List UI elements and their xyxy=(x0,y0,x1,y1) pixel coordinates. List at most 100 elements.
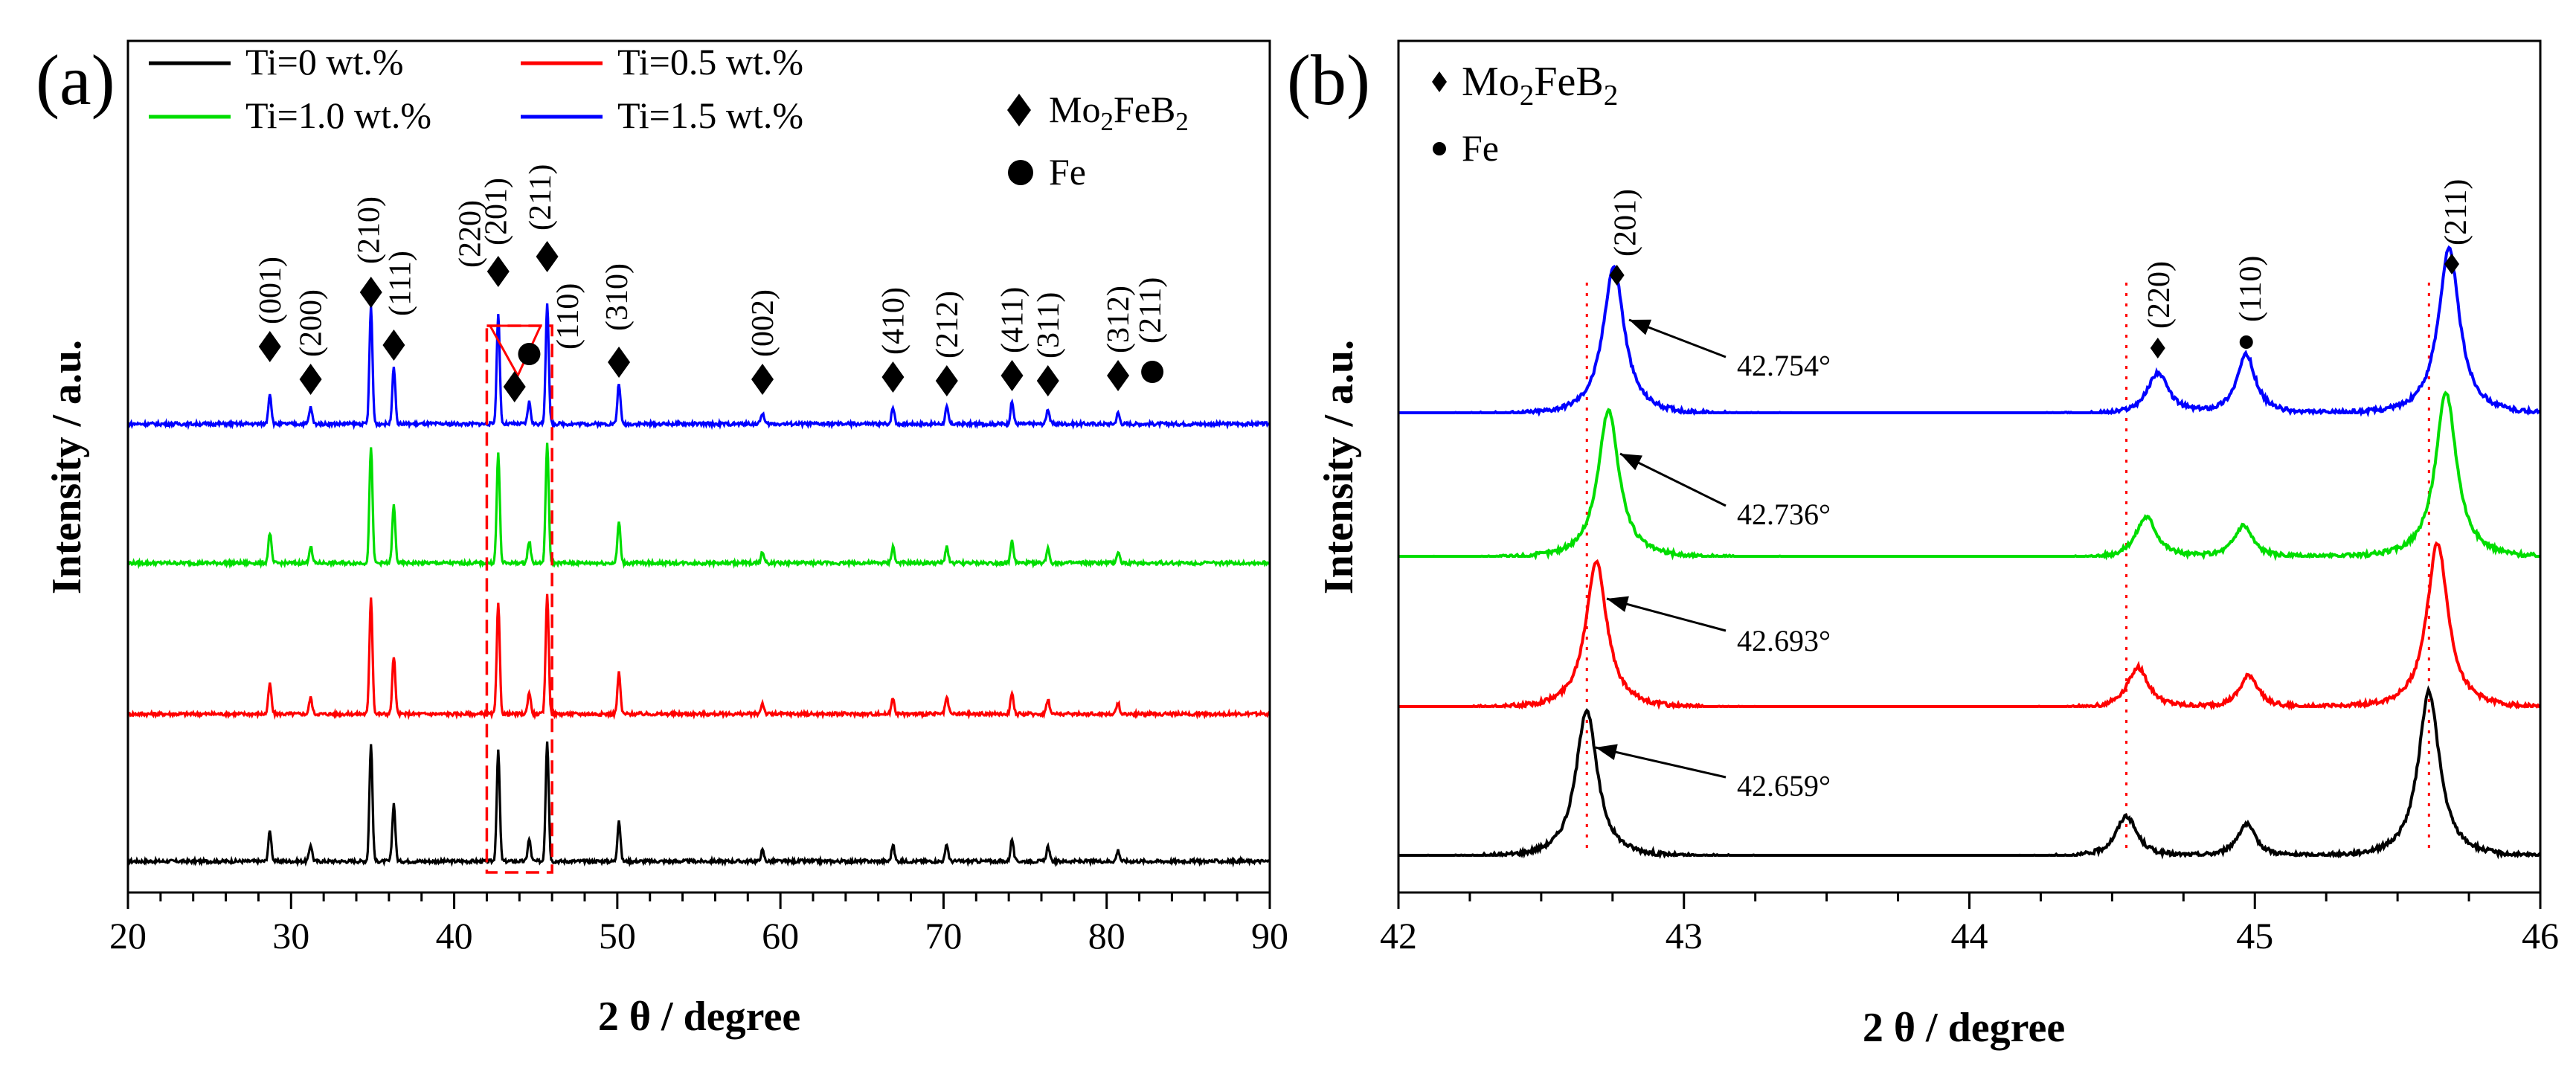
panel-b-mo2feb2-marker-0 xyxy=(1609,265,1625,286)
panel-a-mo2feb2-marker-10 xyxy=(881,361,905,393)
panel-a-phase-legend: Mo2FeB2 Fe xyxy=(1007,89,1189,193)
panel-b-x-ticks: 42 43 44 45 46 xyxy=(1380,892,2559,956)
panel-b-tick-label: 45 xyxy=(2236,915,2273,956)
panel-a-fe-marker-6 xyxy=(518,343,541,365)
panel-a-tick-label: 40 xyxy=(436,915,473,956)
panel-a-tick-label: 80 xyxy=(1088,915,1125,956)
panel-a-tick-label: 70 xyxy=(925,915,962,956)
panel-a-reflections: (001) (200) (210)(111) (220)(201) (110) (211)… xyxy=(254,164,1168,402)
panel-a-mo2feb2-marker-0 xyxy=(258,331,281,362)
panel-a-tick-label: 90 xyxy=(1251,915,1288,956)
panel-b-hkl-label-1: (220) xyxy=(2142,261,2177,329)
panel-a-legend-label-3: Ti=1.5 wt.% xyxy=(617,94,803,136)
panel-b-tick-label: 46 xyxy=(2522,915,2559,956)
panel-a-legend: Ti=0 wt.% Ti=0.5 wt.% Ti=1.0 wt.% Ti=1.5 wt… xyxy=(149,41,803,136)
panel-a-x-ticks: 20 30 40 50 60 70 80 90 xyxy=(109,892,1288,956)
panel-b-trace-3 xyxy=(1398,245,2542,418)
panel-b-phase-circle xyxy=(1433,142,1446,155)
panel-b-phase-label-fe: Fe xyxy=(1462,127,1499,169)
panel-a: (a) (001) (200)(210)(111)(220)(201)(110)(… xyxy=(36,39,1288,1040)
panel-a-mo2feb2-marker-3 xyxy=(382,329,405,361)
panel-a-phase-label-fe: Fe xyxy=(1049,151,1086,193)
panel-a-hkl-label-9: (002) xyxy=(746,289,780,357)
panel-b-annotation-label-2: 42.693° xyxy=(1737,624,1831,657)
panel-a-hkl-label-15: (211) xyxy=(1134,277,1168,344)
panel-b-tick-label: 43 xyxy=(1666,915,1703,956)
panel-a-phase-diamond xyxy=(1007,94,1031,126)
panel-b-hkl-label-0: (201) xyxy=(1609,189,1643,257)
panel-b-annotation-label-1: 42.736° xyxy=(1737,498,1831,531)
panel-a-legend-label-1: Ti=0.5 wt.% xyxy=(617,41,803,83)
panel-b-traces xyxy=(1398,245,2542,860)
panel-a-trace-0 xyxy=(127,742,1271,868)
panel-a-hkl-label-6: (110) xyxy=(551,283,585,350)
panel-a-mo2feb2-marker-12 xyxy=(1000,360,1024,391)
panel-a-mo2feb2-marker-1 xyxy=(299,364,322,395)
panel-a-mo2feb2-marker-2 xyxy=(359,277,382,308)
panel-b-mo2feb2-marker-3 xyxy=(2444,254,2460,274)
panel-a-legend-label-2: Ti=1.0 wt.% xyxy=(245,94,431,136)
panel-b-reflections: (201) (220) (110) (211) xyxy=(1609,179,2473,358)
panel-a-phase-circle xyxy=(1008,160,1033,185)
panel-b-hkl-label-3: (211) xyxy=(2439,179,2473,245)
panel-a-hkl-label-11: (212) xyxy=(931,291,965,358)
panel-a-hkl-label-7: (211) xyxy=(524,164,558,231)
panel-b-reference-lines xyxy=(1585,283,2430,855)
panel-b-trace-1 xyxy=(1398,541,2540,711)
panel-a-plot-frame xyxy=(126,39,1271,894)
panel-a-tick-label: 50 xyxy=(599,915,636,956)
panel-a-x-axis-label: 2 θ / degree xyxy=(598,994,800,1040)
panel-a-mo2feb2-marker-7 xyxy=(536,241,559,272)
panel-b: (b) (201)(220) (110)(211) 42.754°42.736°4… xyxy=(1287,39,2559,1051)
panel-a-mo2feb2-marker-5 xyxy=(486,256,510,287)
panel-a-mo2feb2-marker-11 xyxy=(935,365,958,396)
panel-b-phase-legend: Mo2FeB2 Fe xyxy=(1432,59,1618,169)
panel-b-annotation-arrowhead-1 xyxy=(1620,454,1642,471)
panel-a-traces xyxy=(126,303,1271,868)
panel-b-trace-2 xyxy=(1398,390,2540,562)
panel-a-phase-label-mo2feb2: Mo2FeB2 xyxy=(1049,89,1189,136)
panel-b-hkl-label-2: (110) xyxy=(2234,256,2268,322)
panel-a-fe-marker-15 xyxy=(1141,361,1164,383)
panel-b-annotation-arrow-3 xyxy=(1595,746,1727,779)
panel-a-tick-label: 20 xyxy=(109,915,147,956)
panel-a-hkl-label-4: (220) xyxy=(454,200,488,268)
panel-a-hkl-label-12: (411) xyxy=(996,287,1030,353)
panel-a-hkl-label-0: (001) xyxy=(254,257,288,324)
panel-a-mo2feb2-marker-14 xyxy=(1107,360,1130,391)
panel-b-annotation-arrowhead-3 xyxy=(1596,744,1618,760)
panel-a-trace-3 xyxy=(127,303,1271,431)
panel-a-legend-label-0: Ti=0 wt.% xyxy=(245,41,404,83)
panel-b-tag: (b) xyxy=(1287,40,1370,120)
panel-a-trace-2 xyxy=(126,443,1271,570)
panel-a-hkl-label-5: (201) xyxy=(480,178,514,245)
panel-a-y-axis-label: Intensity / a.u. xyxy=(44,340,90,594)
panel-a-hkl-label-8: (310) xyxy=(600,263,635,331)
panel-a-mo2feb2-marker-4 xyxy=(503,371,526,402)
panel-b-x-axis-label: 2 θ / degree xyxy=(1863,1005,2065,1051)
panel-a-mo2feb2-marker-13 xyxy=(1036,365,1059,396)
panel-a-hkl-label-1: (200) xyxy=(295,289,329,357)
panel-a-hkl-label-14: (312) xyxy=(1102,286,1136,353)
panel-b-plot-frame xyxy=(1397,39,2542,894)
panel-b-trace-0 xyxy=(1398,685,2542,860)
panel-b-tick-label: 42 xyxy=(1380,915,1417,956)
panel-b-fe-marker-2 xyxy=(2239,335,2253,349)
panel-a-tick-label: 60 xyxy=(762,915,799,956)
panel-b-phase-diamond xyxy=(1432,71,1447,92)
panel-a-tick-label: 30 xyxy=(272,915,309,956)
panel-a-hkl-label-13: (311) xyxy=(1032,292,1066,358)
panel-b-phase-label-mo2feb2: Mo2FeB2 xyxy=(1462,59,1618,111)
panel-a-hkl-label-10: (410) xyxy=(876,287,910,355)
panel-a-trace-1 xyxy=(126,594,1271,721)
panel-a-hkl-label-3: (111) xyxy=(383,251,417,316)
panel-b-annotations: 42.754° 42.736° 42.693° 42.659° xyxy=(1595,318,1831,803)
panel-b-tick-label: 44 xyxy=(1951,915,1988,956)
panel-a-hkl-label-2: (210) xyxy=(353,196,387,264)
panel-b-annotation-label-3: 42.659° xyxy=(1737,769,1831,803)
panel-b-mo2feb2-marker-1 xyxy=(2150,338,2165,358)
panel-b-y-axis-label: Intensity / a.u. xyxy=(1316,340,1362,594)
panel-b-annotation-label-0: 42.754° xyxy=(1737,349,1831,382)
panel-a-mo2feb2-marker-8 xyxy=(608,347,631,378)
